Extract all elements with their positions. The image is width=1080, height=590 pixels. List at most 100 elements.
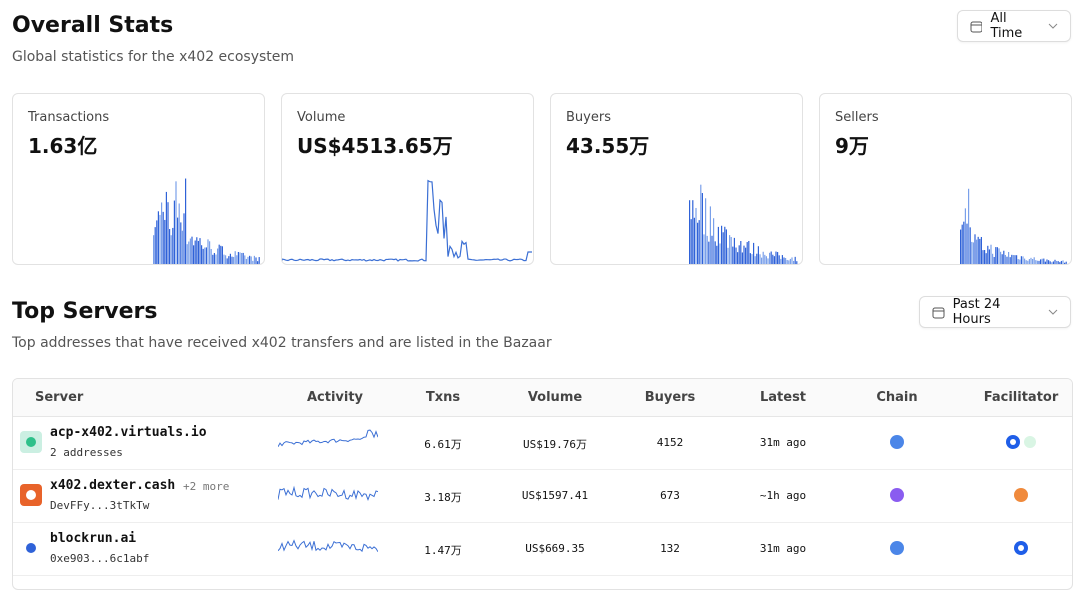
sparkline-bar [984,249,986,264]
sparkline-bar [154,227,156,264]
sparkline-bar [193,245,195,264]
server-name: blockrun.ai [50,531,137,546]
sparkline-bar [1038,260,1040,264]
sparkline-bar [976,239,978,264]
range-label: Past 24 Hours [952,297,1001,327]
sparkline-bar [701,193,703,264]
page: Overall Stats Global statistics for the … [12,10,1073,590]
sparkline-bar [1035,260,1037,264]
sparkline-bar [201,245,203,264]
sparkline-bar [255,257,257,264]
sparkline-bar [719,243,721,264]
sparkline-bar [173,200,175,264]
activity-sparkline [278,539,378,553]
sparkline-bar [969,227,971,264]
sparkline-bar [721,225,723,264]
sparkline-bar [745,247,747,264]
sparkline-bar [1027,260,1029,264]
sparkline-bar [1041,258,1043,264]
sparkline-bar [972,242,974,264]
sparkline-bar [700,184,702,264]
sparkline-bar [1057,261,1059,264]
stat-value: US$4513.65万 [297,134,453,158]
facilitator-inner [1018,545,1024,551]
sparkline-bar [748,240,750,264]
cell-txns: 3.18万 [424,491,462,504]
sparkline-bar [1003,250,1005,264]
sparkline-bar [253,255,255,264]
sparkline-bar [1065,261,1067,264]
sparkline-bar [239,252,241,264]
servers-table: Server Activity Txns Volume Buyers Latest Chai… [12,378,1073,590]
sparkline-bar [706,235,708,264]
sparkline-bar [730,236,732,264]
sparkline-bar [980,236,982,264]
sparkline-bar [189,238,191,264]
cell-volume: US$1597.41 [521,489,589,502]
stat-value: 43.55万 [566,134,650,158]
sparkline-bar [178,203,180,264]
sparkline-bar [765,256,767,264]
sparkline-bar [725,229,727,264]
sparkline-bar [1001,254,1003,264]
server-sub: 0xe903...6c1abf [50,552,150,565]
sparkline-bar [1017,259,1019,264]
calendar-icon [932,307,945,318]
section-subtitle: Top addresses that have received x402 tr… [12,335,552,351]
sparkline-bar [968,188,970,264]
server-sub: 2 addresses [50,446,123,459]
sparkline-bar [1028,259,1030,264]
sparkline-bar [241,253,243,264]
sparkline-bar [966,223,968,264]
sparkline-bar [236,255,238,264]
sparkline-bar [996,247,998,264]
stat-value: 9万 [835,134,869,158]
sparkline-bar [789,258,791,264]
sparkline-bar [162,211,164,264]
sparkline-bar [697,222,699,264]
sparkline-bar [756,253,758,264]
stat-card: Sellers 9万 [819,93,1072,265]
sparkline-bar [753,242,755,264]
cell-buyers: 132 [660,542,680,555]
sparkline-bar [196,237,198,264]
sparkline-bar [982,250,984,264]
sparkline-bar [1024,258,1026,264]
cell-latest: 31m ago [759,436,807,449]
cell-txns: 1.47万 [424,544,462,557]
sparkline-bar [1032,258,1034,264]
sparkline-bar [693,217,695,264]
sparkline-bar [231,256,233,264]
table-row: acp-x402.virtuals.io 2 addresses 6.61万 US$1… [13,416,1072,470]
sparkline-bar [761,257,763,264]
sparkline-bar [1004,254,1006,264]
range-button[interactable]: All Time [957,10,1071,42]
sparkline-bar [778,255,780,264]
sparkline-bar [769,252,771,264]
sparkline-bar [781,255,783,264]
sparkline-bar [183,213,185,264]
stat-card: Volume US$4513.65万 [281,93,534,265]
range-button[interactable]: Past 24 Hours [919,296,1071,328]
sparkline-bar [780,258,782,264]
sparkline-bar [773,256,775,264]
subtitle: Global statistics for the x402 ecosystem [12,49,295,65]
sparkline-bar [218,244,220,264]
sparkline-bar [1059,262,1061,264]
column-header: Buyers [644,390,696,405]
sparkline-bar [1036,260,1038,264]
sparkline-bar [250,256,252,264]
server-icon [20,484,42,506]
sparkline-bar [998,248,1000,264]
chain-icon [890,435,904,449]
stat-value: 1.63亿 [28,134,98,158]
sparkline-bar [1051,262,1053,264]
sparkline-bar [153,235,155,264]
sparkline-bar [242,252,244,264]
sparkline-bar [172,227,174,264]
sparkline-bar [188,241,190,264]
sparkline-bar [754,256,756,264]
sparkline-bar [244,255,246,264]
sparkline-bar [709,206,711,264]
sparkline [282,179,532,262]
